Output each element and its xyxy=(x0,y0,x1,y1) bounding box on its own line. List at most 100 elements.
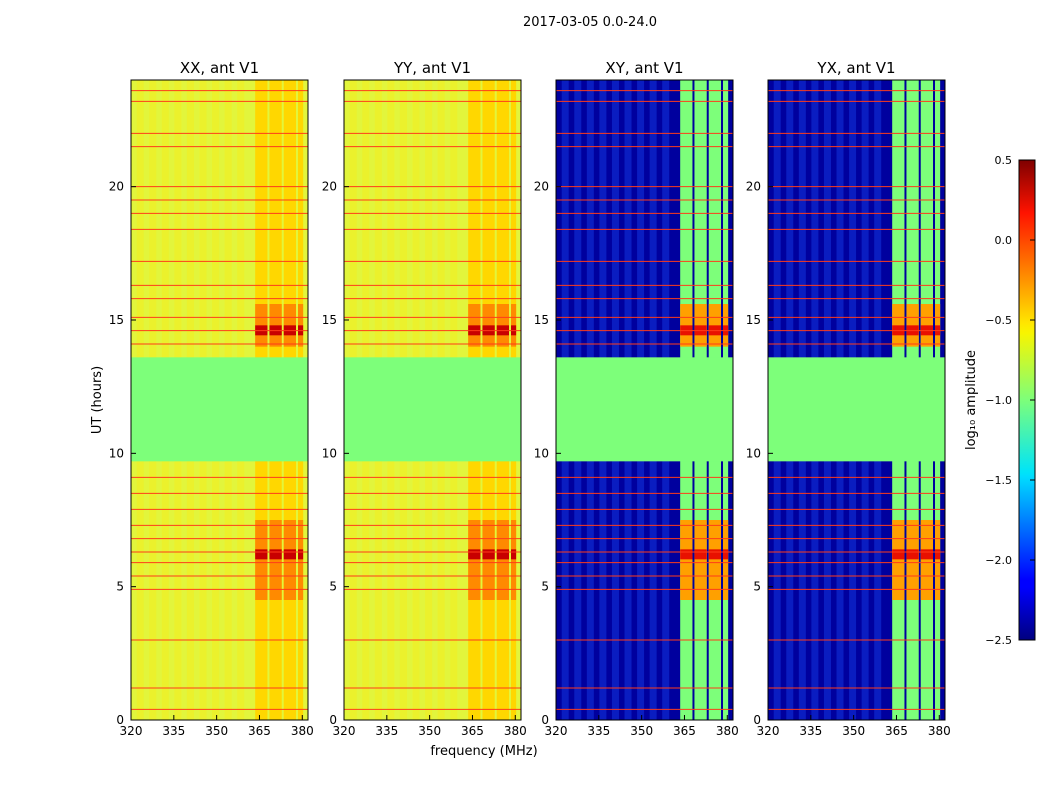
bright-channel-active xyxy=(708,520,722,600)
y-tick-label: 0 xyxy=(541,713,549,727)
x-tick-label: 320 xyxy=(333,724,356,738)
colorbar-ticks: 0.5 0.0 −0.5 −1.0 −1.5 −2.0 −2.5 xyxy=(985,154,1035,647)
y-tick-label: 10 xyxy=(534,446,549,460)
bright-channel-active xyxy=(935,304,941,347)
panel-frame xyxy=(767,79,946,721)
bright-channel-active xyxy=(482,520,495,600)
panel-title: XX, ant V1 xyxy=(180,59,259,77)
bright-channel-peak xyxy=(680,549,693,560)
panel-2: YY, ant V1 320 335 350 365 380 0 5 10 15 20 xyxy=(322,59,527,738)
bright-channel-peak xyxy=(723,549,729,560)
y-tick-label: 5 xyxy=(541,580,549,594)
colorbar-tick-label: 0.0 xyxy=(995,234,1013,247)
y-tick-label: 15 xyxy=(534,313,549,327)
bright-channel-peak xyxy=(511,549,517,560)
x-tick-label: 350 xyxy=(630,724,653,738)
y-tick-label: 20 xyxy=(746,180,761,194)
bright-channel-active xyxy=(511,520,517,600)
flagged-band xyxy=(768,357,945,462)
bright-channel-active xyxy=(723,304,729,347)
bright-channel-active xyxy=(511,304,517,347)
bright-channel-active xyxy=(906,520,919,600)
bright-channel-active xyxy=(694,520,707,600)
colorbar-tick-label: −0.5 xyxy=(985,314,1012,327)
bright-channel-active xyxy=(468,304,481,347)
x-tick-label: 350 xyxy=(842,724,865,738)
bright-channel-peak xyxy=(935,549,941,560)
y-tick-label: 20 xyxy=(322,180,337,194)
bright-channel-active xyxy=(723,520,729,600)
panel-frame xyxy=(130,79,309,721)
panels: XX, ant V1 320 335 350 365 380 0 5 10 15 20 YY, ant… xyxy=(109,59,951,738)
bright-channel-active xyxy=(269,304,282,347)
y-tick-label: 15 xyxy=(746,313,761,327)
panel-4: YX, ant V1 320 335 350 365 380 0 5 10 15 20 xyxy=(746,59,951,738)
bright-channel-active xyxy=(298,304,304,347)
x-axis-label: frequency (MHz) xyxy=(430,744,537,759)
x-tick-label: 380 xyxy=(504,724,527,738)
x-tick-label: 320 xyxy=(757,724,780,738)
panel-title: YY, ant V1 xyxy=(393,59,471,77)
figure-suptitle: 2017-03-05 0.0-24.0 xyxy=(523,15,657,30)
bright-channel-active xyxy=(496,304,510,347)
flagged-band xyxy=(131,357,308,462)
x-tick-label: 365 xyxy=(248,724,271,738)
bright-channel-active xyxy=(283,520,297,600)
bright-channel-active xyxy=(298,520,304,600)
panel-3: XY, ant V1 320 335 350 365 380 0 5 10 15 20 xyxy=(534,59,739,738)
bright-channel-active xyxy=(708,304,722,347)
bright-channel-peak xyxy=(708,549,722,560)
bright-channel-active xyxy=(468,520,481,600)
colorbar-label: log₁₀ amplitude xyxy=(964,350,979,450)
panel-1: XX, ant V1 320 335 350 365 380 0 5 10 15 20 xyxy=(109,59,314,738)
y-tick-label: 0 xyxy=(329,713,337,727)
bright-channel-peak xyxy=(255,549,268,560)
flagged-band xyxy=(556,357,733,462)
x-tick-label: 335 xyxy=(587,724,610,738)
x-tick-label: 380 xyxy=(928,724,951,738)
bright-channel-active xyxy=(255,520,268,600)
y-tick-label: 0 xyxy=(116,713,124,727)
x-tick-label: 365 xyxy=(673,724,696,738)
y-tick-label: 10 xyxy=(322,446,337,460)
bright-channel-peak xyxy=(269,549,282,560)
x-tick-label: 335 xyxy=(375,724,398,738)
bright-channel-active xyxy=(255,304,268,347)
colorbar-tick-label: −2.5 xyxy=(985,634,1012,647)
bright-channel-active xyxy=(906,304,919,347)
bright-channel-active xyxy=(269,520,282,600)
bright-channel-active xyxy=(920,520,934,600)
bright-channel-peak xyxy=(920,549,934,560)
panel-title: YX, ant V1 xyxy=(816,59,895,77)
y-tick-label: 10 xyxy=(109,446,124,460)
bright-channel-active xyxy=(694,304,707,347)
y-tick-label: 5 xyxy=(116,580,124,594)
y-tick-label: 5 xyxy=(329,580,337,594)
bright-channel-active xyxy=(496,520,510,600)
y-tick-label: 0 xyxy=(753,713,761,727)
colorbar-tick-label: 0.5 xyxy=(995,154,1013,167)
bright-channel-active xyxy=(680,520,693,600)
bright-channel-peak xyxy=(496,549,510,560)
bright-channel-peak xyxy=(906,549,919,560)
x-tick-label: 350 xyxy=(418,724,441,738)
bright-channel-active xyxy=(935,520,941,600)
bright-channel-peak xyxy=(298,549,304,560)
x-tick-label: 320 xyxy=(545,724,568,738)
x-tick-label: 320 xyxy=(120,724,143,738)
flagged-band xyxy=(344,357,521,462)
colorbar-tick-label: −2.0 xyxy=(985,554,1012,567)
y-tick-label: 20 xyxy=(109,180,124,194)
bright-channel-peak xyxy=(468,549,481,560)
bright-channel-active xyxy=(482,304,495,347)
colorbar: 0.5 0.0 −0.5 −1.0 −1.5 −2.0 −2.5 log₁₀ amplitu… xyxy=(964,154,1036,647)
x-tick-label: 335 xyxy=(799,724,822,738)
x-tick-label: 365 xyxy=(885,724,908,738)
x-tick-label: 350 xyxy=(205,724,228,738)
colorbar-tick-label: −1.0 xyxy=(985,394,1012,407)
bright-channel-peak xyxy=(892,549,905,560)
y-tick-label: 15 xyxy=(109,313,124,327)
bright-channel-peak xyxy=(482,549,495,560)
colorbar-tick-label: −1.5 xyxy=(985,474,1012,487)
